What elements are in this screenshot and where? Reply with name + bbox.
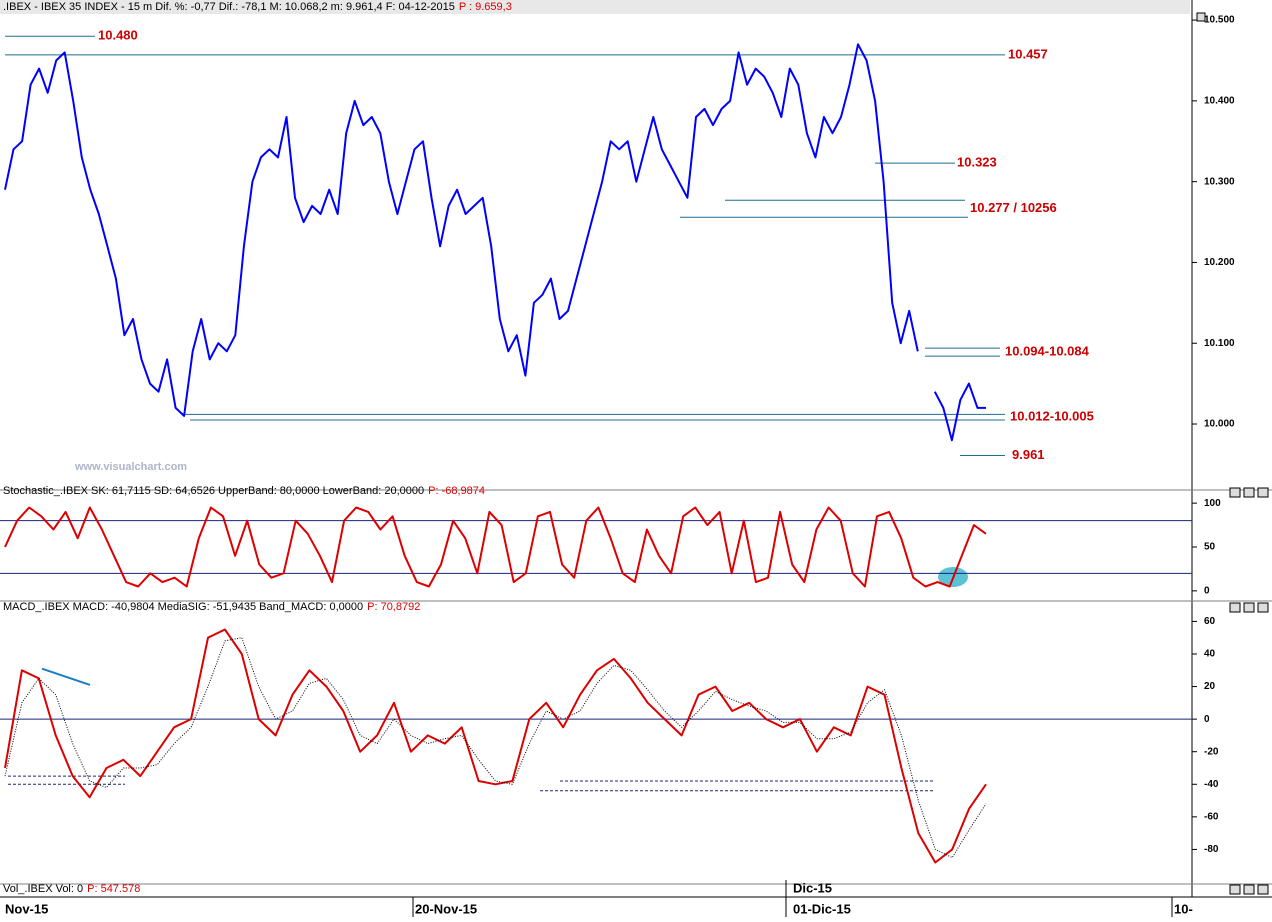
x-month-label: Dic-15 — [793, 880, 832, 895]
level-label: 10.457 — [1008, 46, 1048, 61]
level-label: 10.277 / 10256 — [970, 200, 1057, 215]
series-line — [4, 628, 987, 864]
series-line — [4, 43, 986, 442]
y-tick-label: -80 — [1204, 844, 1219, 855]
y-tick-label: 20 — [1204, 681, 1216, 692]
level-label: 10.012-10.005 — [1010, 409, 1094, 424]
x-tick-label: 10- — [1174, 901, 1193, 916]
header-bar — [0, 0, 1190, 14]
minimize-button[interactable] — [1229, 487, 1241, 498]
stoch-header: Stochastic_.IBEX SK: 61,7115 SD: 64,6526… — [3, 485, 485, 497]
y-tick-label: 0 — [1204, 586, 1210, 597]
window-buttons — [1196, 12, 1269, 895]
price-title: .IBEX - IBEX 35 INDEX - 15 m Dif. %: -0,… — [3, 1, 455, 13]
level-label: 10.094-10.084 — [1005, 344, 1090, 359]
y-tick-label: 10.400 — [1204, 96, 1235, 107]
vol-title-value: P: 547.578 — [87, 883, 140, 895]
y-tick-label: 10.000 — [1204, 419, 1235, 430]
vol-title: Vol_.IBEX Vol: 0 — [3, 883, 83, 895]
close-button[interactable] — [1257, 487, 1269, 498]
stoch-title: Stochastic_.IBEX SK: 61,7115 SD: 64,6526… — [3, 485, 424, 497]
y-tick-label: 50 — [1204, 542, 1216, 553]
y-tick-label: -20 — [1204, 746, 1219, 757]
y-tick-label: 10.300 — [1204, 176, 1235, 187]
minimize-button[interactable] — [1229, 602, 1241, 613]
macd-title: MACD_.IBEX MACD: -40,9804 MediaSIG: -51,… — [3, 601, 363, 613]
y-tick-label: 100 — [1204, 498, 1221, 509]
level-label: 10.323 — [957, 155, 997, 170]
scale-button[interactable] — [1196, 12, 1206, 22]
y-tick-label: 10.100 — [1204, 338, 1235, 349]
series-line — [4, 506, 987, 588]
maximize-button[interactable] — [1243, 487, 1255, 498]
trend-line — [41, 667, 91, 686]
y-tick-label: -40 — [1204, 779, 1219, 790]
y-tick-label: 40 — [1204, 649, 1216, 660]
level-label: 9.961 — [1012, 447, 1045, 462]
y-tick-label: 10.200 — [1204, 257, 1235, 268]
maximize-button[interactable] — [1243, 602, 1255, 613]
price-header: .IBEX - IBEX 35 INDEX - 15 m Dif. %: -0,… — [3, 1, 512, 13]
x-tick-label: 20-Nov-15 — [415, 901, 477, 916]
y-tick-label: 10.500 — [1204, 15, 1235, 26]
y-tick-label: 60 — [1204, 616, 1216, 627]
stoch-title-value: P: -68,9874 — [428, 485, 485, 497]
price-title-value: P : 9.659,3 — [459, 1, 512, 13]
series-line — [4, 637, 987, 859]
y-tick-label: 0 — [1204, 714, 1210, 725]
x-tick-label: 01-Dic-15 — [793, 901, 851, 916]
macd-title-value: P: 70,8792 — [367, 601, 420, 613]
close-button[interactable] — [1257, 884, 1269, 895]
close-button[interactable] — [1257, 602, 1269, 613]
watermark: www.visualchart.com — [74, 461, 187, 473]
maximize-button[interactable] — [1243, 884, 1255, 895]
level-label: 10.480 — [98, 28, 138, 43]
x-tick-label: Nov-15 — [5, 901, 48, 916]
y-tick-label: -60 — [1204, 811, 1219, 822]
macd-header: MACD_.IBEX MACD: -40,9804 MediaSIG: -51,… — [3, 601, 420, 613]
vol-header: Vol_.IBEX Vol: 0 P: 547.578 — [3, 883, 140, 895]
restore-button[interactable] — [1229, 884, 1241, 895]
